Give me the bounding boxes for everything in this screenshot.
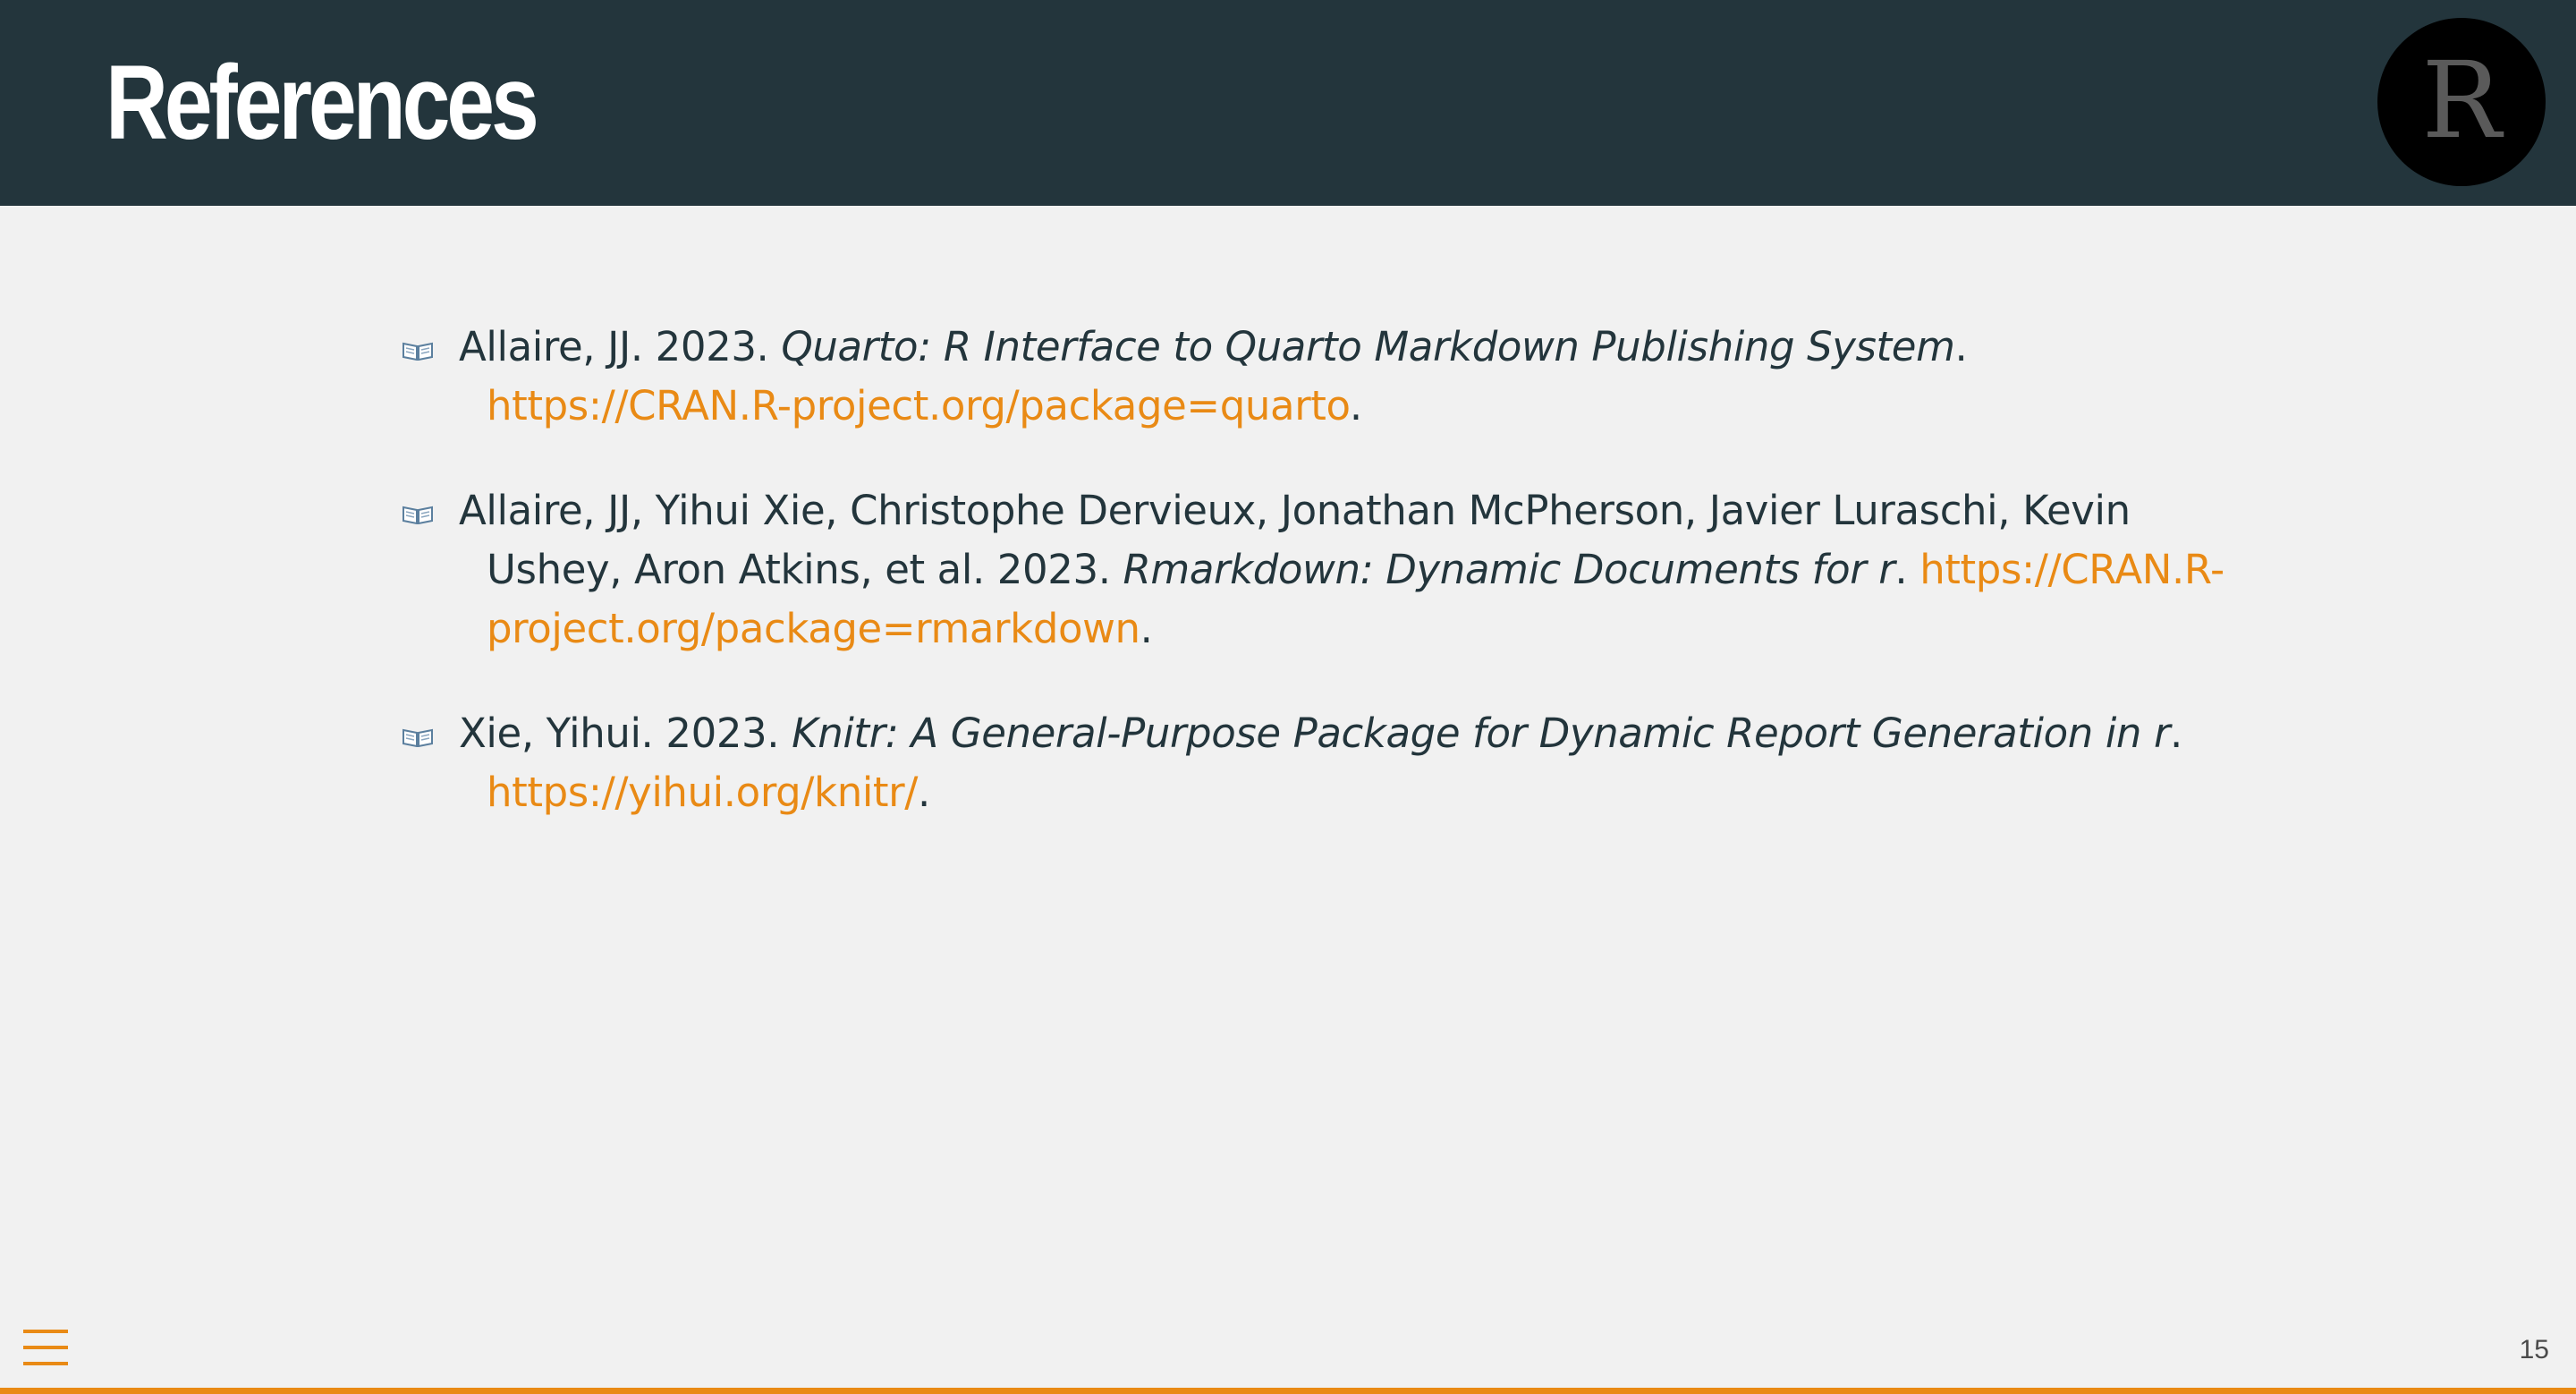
slide-number: 15 xyxy=(2519,1335,2549,1364)
menu-bar xyxy=(23,1330,68,1333)
reference-item: Allaire, JJ, Yihui Xie, Christophe Dervi… xyxy=(402,481,2263,659)
reference-authors-year: Allaire, JJ. 2023. xyxy=(459,323,782,370)
reference-text: Xie, Yihui. 2023. Knitr: A General-Purpo… xyxy=(459,704,2263,822)
progress-bar-fill xyxy=(0,1388,2576,1394)
reference-title: Rmarkdown: Dynamic Documents for r xyxy=(1123,546,1895,593)
reference-item: Allaire, JJ. 2023. Quarto: R Interface t… xyxy=(402,318,2263,436)
menu-bar xyxy=(23,1346,68,1349)
reference-separator: . xyxy=(2170,710,2182,757)
open-book-icon xyxy=(402,728,433,747)
r-logo: R xyxy=(2377,18,2546,186)
reference-end: . xyxy=(1140,605,1153,652)
reference-list: Allaire, JJ. 2023. Quarto: R Interface t… xyxy=(402,318,2263,868)
slide-title: References xyxy=(106,44,539,162)
reference-authors-year: Xie, Yihui. 2023. xyxy=(459,710,792,757)
reference-link[interactable]: https://CRAN.R-project.org/package=rmark… xyxy=(487,546,2224,652)
reference-title: Quarto: R Interface to Quarto Markdown P… xyxy=(781,323,1955,370)
reference-separator: . xyxy=(1894,546,1920,593)
reference-title: Knitr: A General-Purpose Package for Dyn… xyxy=(792,710,2171,757)
reference-link[interactable]: https://yihui.org/knitr/ xyxy=(487,769,919,816)
r-logo-letter: R xyxy=(2421,38,2502,162)
open-book-icon xyxy=(402,506,433,524)
menu-bar xyxy=(23,1362,68,1365)
reference-separator: . xyxy=(1954,323,1968,370)
open-book-icon xyxy=(402,342,433,361)
progress-bar xyxy=(0,1388,2576,1394)
reference-end: . xyxy=(1349,382,1362,429)
reference-authors-year: Allaire, JJ, Yihui Xie, Christophe Dervi… xyxy=(459,487,2131,593)
reference-link[interactable]: https://CRAN.R-project.org/package=quart… xyxy=(487,382,1350,429)
reference-text: Allaire, JJ, Yihui Xie, Christophe Dervi… xyxy=(459,481,2263,659)
hamburger-menu-icon[interactable] xyxy=(23,1328,68,1367)
reference-end: . xyxy=(918,769,930,816)
reference-item: Xie, Yihui. 2023. Knitr: A General-Purpo… xyxy=(402,704,2263,822)
reference-text: Allaire, JJ. 2023. Quarto: R Interface t… xyxy=(459,318,2263,436)
slide-header: References R xyxy=(0,0,2576,206)
